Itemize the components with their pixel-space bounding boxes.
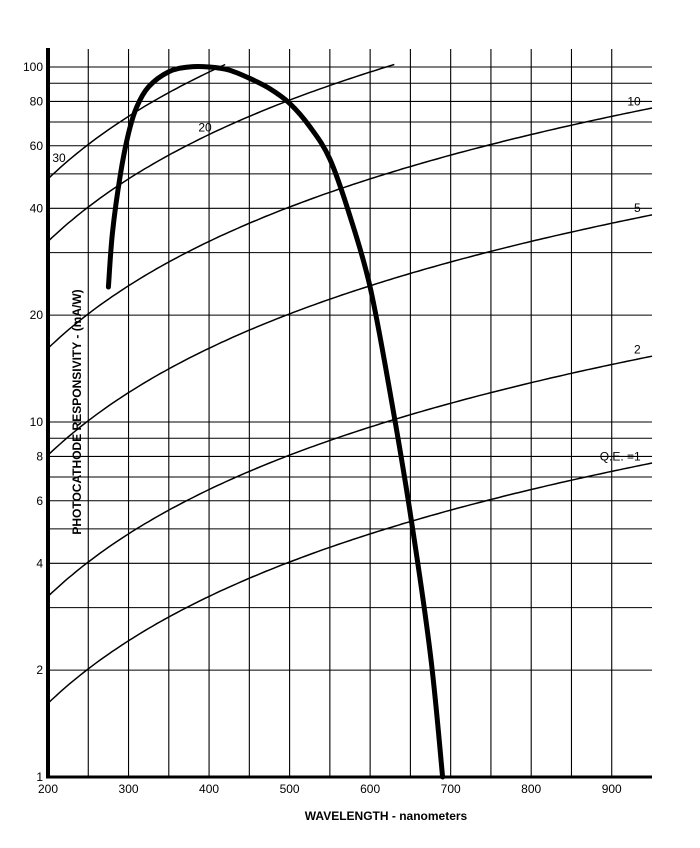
y-tick-label: 60 xyxy=(30,139,44,153)
grid-lines xyxy=(48,49,652,778)
x-tick-label: 400 xyxy=(199,782,219,796)
qe-label: 2 xyxy=(634,342,641,356)
qe-line xyxy=(47,462,653,704)
x-tick-label: 600 xyxy=(360,782,380,796)
qe-line xyxy=(47,214,653,456)
y-tick-label: 80 xyxy=(30,94,44,108)
responsivity-curve xyxy=(105,64,446,780)
qe-label: 10 xyxy=(627,94,641,108)
response-curve-group xyxy=(105,64,446,780)
y-tick-labels: 1 2 4 6 8 10 20 40 60 80 100 xyxy=(23,60,43,784)
y-axis-label: PHOTOCATHODE RESPONSIVITY - (mA/W) xyxy=(70,289,84,534)
y-tick-label: 6 xyxy=(36,494,43,508)
y-tick-label: 100 xyxy=(23,60,43,74)
qe-line xyxy=(47,355,653,597)
qe-label: Q.E. =1 xyxy=(600,449,641,463)
quantum-efficiency-lines: Q.E. =1 2 5 10 20 30 xyxy=(47,63,653,704)
qe-line xyxy=(47,107,653,349)
x-tick-labels: 200 300 400 500 600 700 800 900 xyxy=(38,782,622,796)
x-tick-label: 300 xyxy=(119,782,139,796)
qe-label: 20 xyxy=(198,120,212,134)
y-tick-label: 10 xyxy=(30,415,44,429)
y-tick-label: 1 xyxy=(36,770,43,784)
y-tick-label: 20 xyxy=(30,308,44,322)
y-tick-label: 8 xyxy=(36,449,43,463)
qe-label: 5 xyxy=(634,201,641,215)
x-tick-label: 200 xyxy=(38,782,58,796)
x-tick-label: 900 xyxy=(602,782,622,796)
qe-label: 30 xyxy=(52,151,66,165)
x-tick-label: 700 xyxy=(441,782,461,796)
y-tick-label: 2 xyxy=(36,663,43,677)
y-tick-label: 40 xyxy=(30,201,44,215)
x-tick-label: 500 xyxy=(280,782,300,796)
x-axis-label: WAVELENGTH - nanometers xyxy=(305,809,468,823)
y-tick-label: 4 xyxy=(36,556,43,570)
x-tick-label: 800 xyxy=(521,782,541,796)
qe-line xyxy=(47,63,395,242)
